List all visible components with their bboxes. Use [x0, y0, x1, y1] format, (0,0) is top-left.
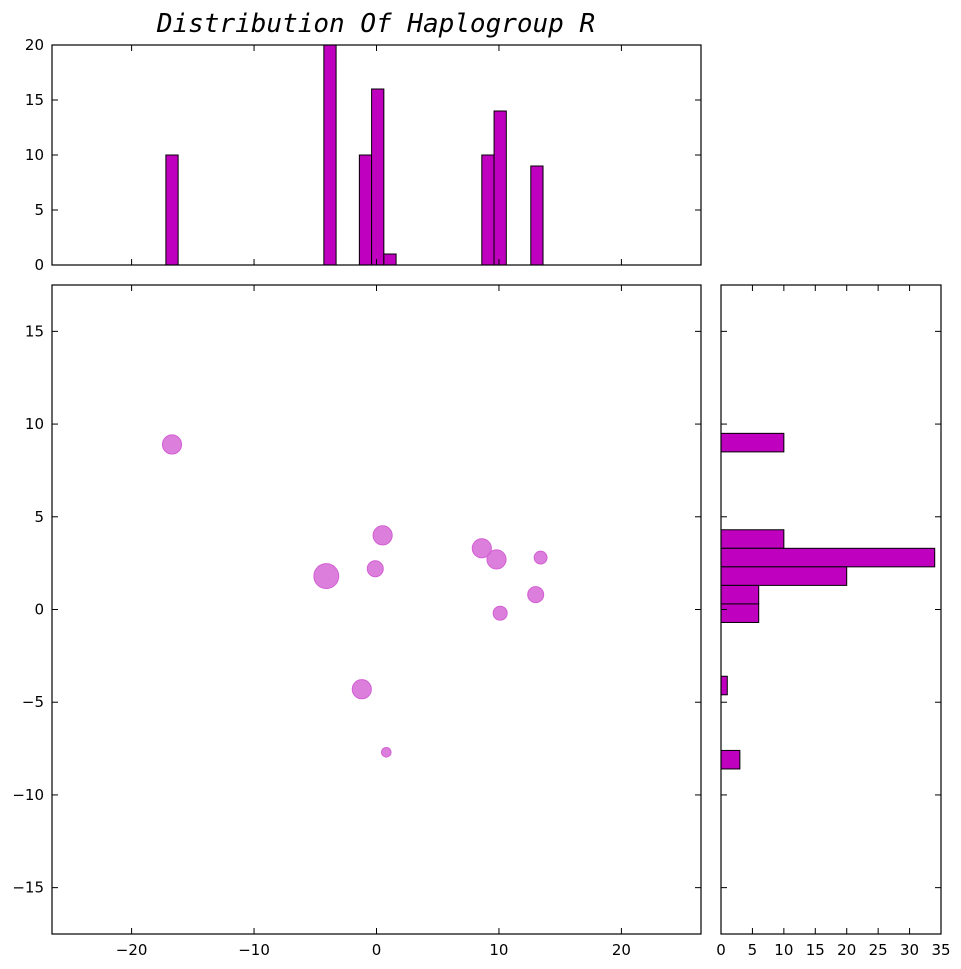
scatter-ytick-label-5: 10: [25, 415, 44, 433]
scatter-ytick-label-0: −15: [12, 879, 44, 897]
right-hist-bar-1: [720, 529, 785, 549]
scatter-ytick-label-3: 0: [34, 601, 44, 619]
top-hist-ytick-label-4: 20: [25, 36, 44, 54]
scatter-point-5: [380, 746, 392, 758]
scatter-point-4: [372, 525, 393, 546]
top-hist-bar-4: [383, 253, 397, 266]
scatter-point-2: [351, 679, 372, 700]
scatter-point-10: [533, 550, 548, 565]
scatter-point-6: [471, 538, 492, 559]
top-hist-ytick-label-0: 0: [34, 256, 44, 274]
scatter-point-9: [527, 586, 545, 604]
right-hist-bar-5: [720, 603, 760, 623]
right-hist-xtick-label-4: 20: [837, 941, 856, 959]
right-hist-xtick-label-3: 15: [806, 941, 825, 959]
right-hist-xtick-label-5: 25: [869, 941, 888, 959]
top-hist-ytick-label-3: 15: [25, 91, 44, 109]
scatter-ytick-label-2: −5: [22, 693, 44, 711]
top-hist-bar-1: [323, 44, 337, 266]
scatter-ytick-label-1: −10: [12, 786, 44, 804]
right-hist-bar-0: [720, 432, 785, 453]
scatter-point-3: [366, 560, 384, 578]
top-hist-bar-2: [358, 154, 373, 266]
top-histogram: 0 5 10 15 20: [25, 36, 702, 274]
right-hist-xtick-label-0: 0: [716, 941, 726, 959]
scatter-xtick-label-1: −10: [238, 941, 270, 959]
scatter-point-8: [492, 605, 508, 621]
right-hist-bar-2: [720, 547, 936, 568]
top-hist-ytick-label-2: 10: [25, 146, 44, 164]
scatter-ytick-label-6: 15: [25, 322, 44, 340]
scatter-xtick-label-2: 0: [372, 941, 382, 959]
scatter-xtick-label-3: 10: [489, 941, 508, 959]
top-hist-bar-3: [371, 88, 385, 266]
right-hist-xtick-label-1: 5: [748, 941, 758, 959]
scatter-point-0: [161, 434, 183, 455]
scatter-point-7: [486, 549, 507, 570]
right-hist-xtick-label-6: 30: [900, 941, 919, 959]
scatter-plot: −20 −10 0 10 20 −15 −10 −5 0 5 10 15: [12, 284, 702, 959]
top-hist-ytick-label-1: 5: [34, 201, 44, 219]
top-hist-bar-0: [165, 154, 179, 266]
right-hist-bar-3: [720, 566, 848, 586]
right-hist-bar-4: [720, 584, 760, 605]
top-hist-bar-6: [493, 110, 507, 266]
right-hist-xtick-label-7: 35: [931, 941, 950, 959]
right-histogram: 0 5 10 15 20 25 30 35: [716, 284, 951, 959]
scatter-frame: [51, 284, 702, 935]
scatter-xtick-label-0: −20: [116, 941, 148, 959]
chart-title: Distribution Of Haplogroup R: [156, 9, 595, 39]
top-hist-bar-7: [530, 165, 544, 266]
scatter-point-1: [313, 563, 340, 590]
scatter-ytick-label-4: 5: [34, 508, 44, 526]
right-hist-xtick-label-2: 10: [774, 941, 793, 959]
scatter-xtick-label-4: 20: [612, 941, 631, 959]
top-hist-bar-5: [481, 154, 495, 266]
right-hist-bar-7: [720, 749, 741, 770]
right-hist-bar-6: [720, 675, 728, 696]
